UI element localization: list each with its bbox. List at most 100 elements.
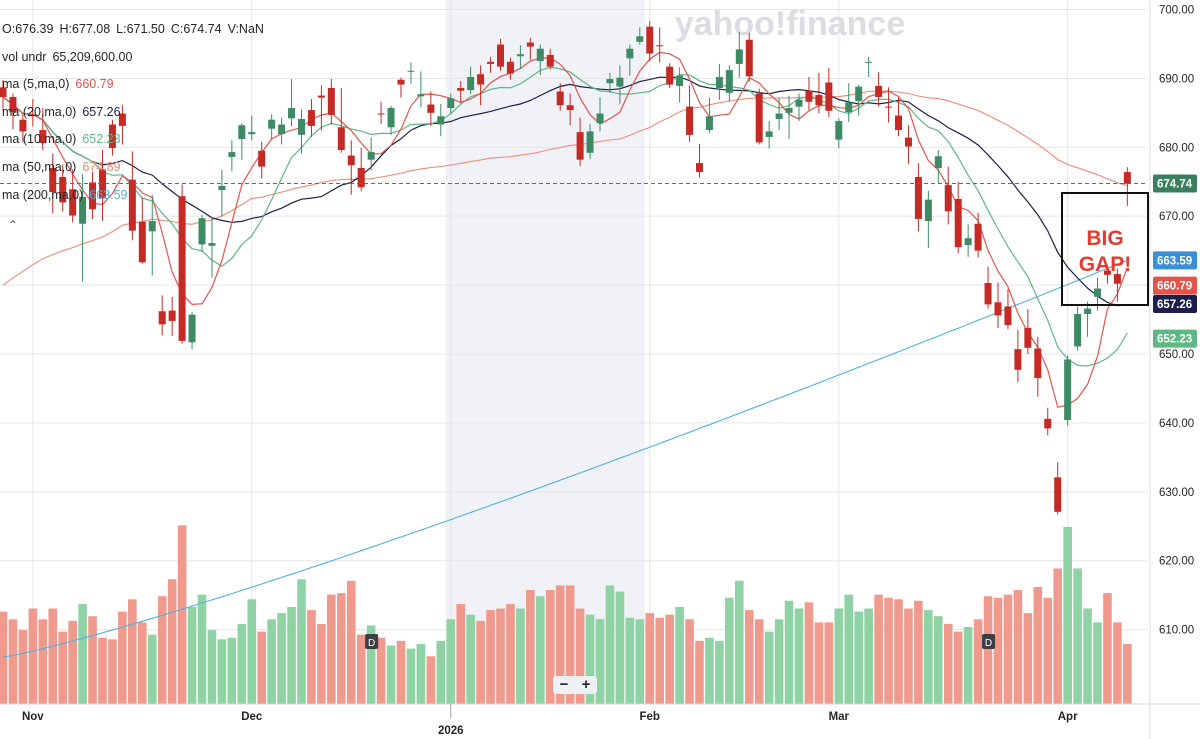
zoom-out-button[interactable]: − [559, 676, 569, 693]
volume-bar [337, 593, 346, 704]
candle [1004, 289, 1012, 330]
candle-body [785, 107, 793, 113]
study-ma10[interactable]: ma (10,ma,0) 652.23 [2, 126, 270, 154]
candle [79, 174, 87, 282]
volume-bar [1073, 568, 1082, 704]
x-tick-label: Dec [241, 711, 263, 723]
candle [656, 27, 664, 63]
volume-bar [794, 608, 804, 704]
candle-body [477, 74, 485, 85]
candle [755, 88, 763, 145]
candle [1103, 265, 1111, 284]
candle-body [1024, 327, 1032, 348]
candle-body [566, 105, 574, 111]
volume-bar [615, 591, 625, 704]
candle-body [954, 198, 962, 248]
volume-bar [1123, 643, 1132, 704]
volume-bar [555, 585, 565, 704]
candle [467, 66, 475, 95]
volume-bar [675, 606, 684, 704]
volume-bar [1083, 608, 1092, 704]
candle [546, 48, 554, 70]
collapse-legend-icon[interactable]: ⌃ [8, 218, 19, 232]
volume-bar [983, 596, 993, 704]
candle [138, 197, 146, 264]
candle [347, 140, 355, 195]
price-tag-bg [1153, 294, 1197, 313]
candle-body [1084, 308, 1092, 315]
ma50-line [2, 90, 1128, 286]
volume-bar [38, 619, 48, 704]
volume-bar [744, 610, 754, 704]
candle-body [805, 90, 813, 102]
candle [715, 63, 723, 100]
volume-bar [297, 579, 306, 704]
price-tag-label: 652.23 [1157, 334, 1192, 346]
candle [666, 63, 674, 89]
volume-bar [1033, 586, 1043, 704]
candle-body [944, 185, 952, 212]
study-ma50[interactable]: ma (50,ma,0) 674.89 [2, 154, 270, 182]
candle [914, 163, 922, 232]
study-ma200[interactable]: ma (200,ma,0) 663.59 [2, 182, 270, 210]
study-label: ma (200,ma,0) [2, 187, 84, 202]
ma20-tag: 657.26 [1153, 294, 1197, 313]
candle-body [606, 79, 614, 84]
zoom-in-button[interactable]: + [581, 676, 591, 693]
volume-bar [257, 631, 266, 704]
candle [686, 85, 694, 142]
candle [566, 93, 574, 126]
y-tick-label: 690.00 [1159, 73, 1194, 85]
candle [477, 65, 485, 106]
candle [596, 97, 604, 132]
vol-undr-row[interactable]: vol undr 65,209,600.00 [2, 44, 270, 72]
vol-undr-label: vol undr [2, 49, 47, 64]
candle-body [974, 223, 982, 251]
volume-bar [28, 608, 38, 704]
volume-bar [754, 619, 764, 704]
x-tick-label: Nov [22, 711, 44, 723]
volume-bar [924, 610, 933, 704]
volume-bar [366, 625, 376, 704]
candle [39, 107, 47, 151]
candle-body [755, 93, 763, 143]
volume-bar [565, 585, 575, 704]
candle [228, 140, 236, 172]
volume-bar [416, 643, 426, 704]
candle-body [556, 91, 564, 106]
close-value: C:674.74 [170, 22, 222, 36]
volume-bar [575, 608, 585, 704]
volume-bar [426, 656, 436, 704]
candle-body [1123, 172, 1131, 184]
candle [805, 76, 813, 111]
candle [676, 67, 684, 103]
volume-value: V:NaN [227, 22, 264, 36]
candle-body [178, 196, 186, 341]
study-value: 657.26 [82, 104, 121, 119]
open-value: O:676.39 [2, 22, 54, 36]
candle-body [1113, 274, 1121, 284]
volume-bar [277, 613, 286, 704]
candle [99, 150, 106, 222]
volume-bar [685, 619, 694, 704]
ma10-tag: 652.23 [1153, 329, 1197, 348]
study-value: 674.89 [82, 159, 121, 174]
candle-body [118, 113, 126, 126]
candle-body [377, 113, 385, 115]
volume-bar [476, 620, 485, 704]
volume-bar [98, 637, 107, 704]
volume-bar [177, 525, 187, 704]
candle [705, 97, 713, 133]
study-ma5[interactable]: ma (5,ma,0) 660.79 [2, 71, 270, 99]
candle-body [278, 124, 286, 135]
candle [904, 125, 912, 164]
study-ma20[interactable]: ma (20,ma,0) 657.26 [2, 99, 270, 127]
candle-body [288, 107, 296, 119]
candle-body [387, 107, 395, 128]
candle [258, 141, 266, 179]
volume-bar [993, 597, 1003, 704]
candle-body [168, 310, 176, 321]
volume-bar [157, 596, 167, 704]
